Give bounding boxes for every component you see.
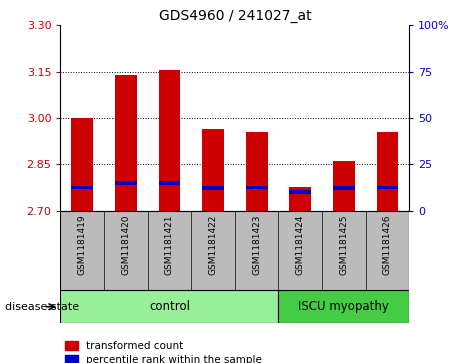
Text: GSM1181423: GSM1181423 bbox=[252, 215, 261, 275]
Text: disease state: disease state bbox=[5, 302, 79, 312]
Text: GSM1181425: GSM1181425 bbox=[339, 215, 348, 275]
Bar bbox=[115, 181, 137, 185]
Bar bbox=[115, 75, 137, 211]
Bar bbox=[377, 185, 399, 189]
Title: GDS4960 / 241027_at: GDS4960 / 241027_at bbox=[159, 9, 311, 23]
Bar bbox=[159, 70, 180, 211]
Text: GSM1181419: GSM1181419 bbox=[78, 215, 87, 275]
Text: ISCU myopathy: ISCU myopathy bbox=[299, 300, 389, 313]
Legend: transformed count, percentile rank within the sample: transformed count, percentile rank withi… bbox=[61, 337, 266, 363]
Bar bbox=[60, 290, 279, 323]
Bar bbox=[246, 185, 267, 189]
Bar bbox=[71, 118, 93, 211]
Bar bbox=[333, 161, 355, 211]
Text: GSM1181420: GSM1181420 bbox=[121, 215, 130, 275]
Bar bbox=[279, 290, 409, 323]
Bar bbox=[289, 190, 311, 194]
Text: GSM1181421: GSM1181421 bbox=[165, 215, 174, 275]
Bar bbox=[60, 211, 409, 290]
Bar bbox=[159, 181, 180, 185]
Text: GSM1181426: GSM1181426 bbox=[383, 215, 392, 275]
Bar bbox=[202, 187, 224, 190]
Bar bbox=[377, 132, 399, 211]
Bar bbox=[333, 187, 355, 190]
Text: control: control bbox=[149, 300, 190, 313]
Bar bbox=[71, 185, 93, 189]
Bar bbox=[202, 129, 224, 211]
Bar bbox=[246, 132, 267, 211]
Text: GSM1181424: GSM1181424 bbox=[296, 215, 305, 275]
Bar bbox=[289, 187, 311, 211]
Text: GSM1181422: GSM1181422 bbox=[208, 215, 218, 275]
